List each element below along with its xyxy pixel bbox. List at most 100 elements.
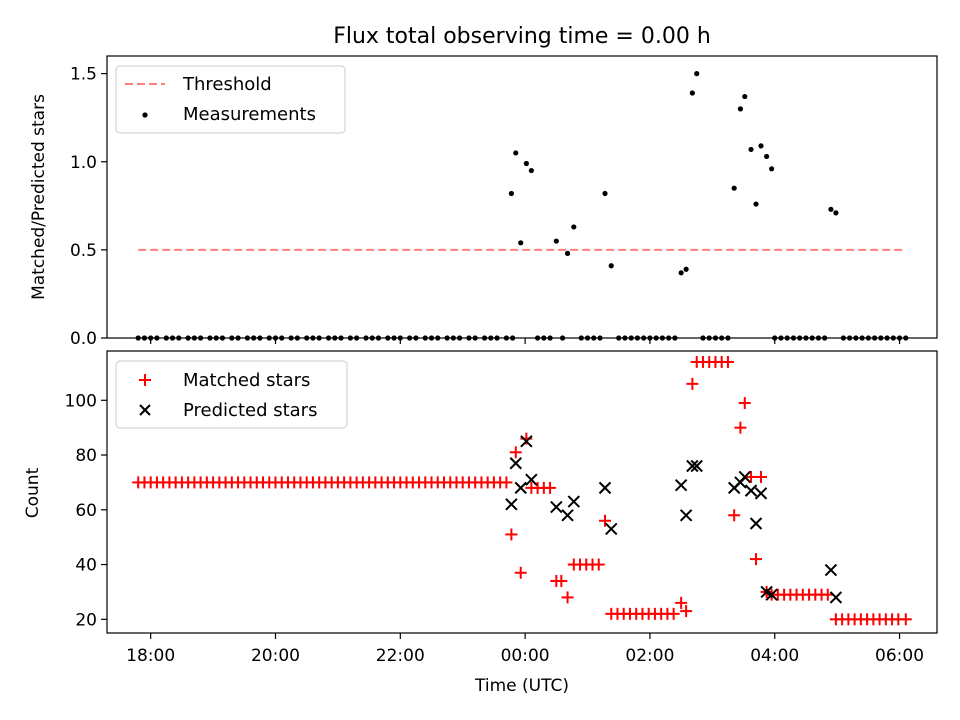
matched-star-point	[500, 476, 513, 489]
legend-measurements-label: Measurements	[183, 104, 316, 125]
measurement-point	[731, 185, 737, 191]
measurement-point	[602, 190, 608, 197]
bottom-marks	[132, 355, 912, 626]
top-y-axis-title: Matched/Predicted stars	[29, 94, 49, 300]
measurement-point	[689, 90, 695, 96]
x-tick-label: 02:00	[625, 646, 674, 666]
bottom-y-tick-label: 20	[75, 610, 97, 630]
bottom-y-tick-label: 40	[75, 556, 97, 576]
predicted-star-point	[509, 457, 522, 470]
predicted-star-point	[550, 500, 563, 514]
measurement-point	[518, 240, 524, 246]
matched-star-point	[899, 613, 912, 626]
measurement-point	[608, 263, 614, 269]
matched-star-point	[592, 558, 605, 571]
top-y-tick-label: 0.0	[70, 329, 97, 349]
measurement-point	[833, 210, 839, 216]
legend-matched-label: Matched stars	[183, 370, 310, 391]
predicted-star-point	[605, 522, 618, 536]
measurement-point	[528, 167, 534, 174]
matched-star-point	[514, 566, 527, 579]
matched-star-point	[561, 591, 574, 604]
predicted-star-point	[690, 459, 703, 473]
measurement-point	[678, 270, 684, 276]
measurement-point	[737, 106, 744, 112]
top-legend-frame	[115, 65, 346, 134]
legend-threshold-label: Threshold	[182, 74, 272, 95]
x-tick-label: 04:00	[750, 646, 799, 666]
bottom-y-ticks: 20 40 60 80 100	[65, 391, 107, 630]
measurement-point	[758, 143, 764, 149]
top-legend: Threshold Measurements	[115, 65, 346, 134]
measurement-point	[564, 250, 571, 256]
top-x-ticks	[150, 338, 901, 344]
predicted-star-point	[598, 481, 612, 495]
bottom-y-tick-label: 100	[65, 391, 97, 411]
measurement-point	[769, 166, 775, 172]
matched-star-point	[599, 514, 611, 527]
matched-star-point	[721, 355, 734, 368]
matched-star-point	[755, 470, 768, 483]
measurement-point	[683, 266, 689, 272]
predicted-star-point	[765, 588, 778, 601]
matched-star-point	[667, 607, 680, 620]
x-tick-label: 00:00	[501, 646, 550, 666]
x-axis-title: Time (UTC)	[474, 676, 569, 696]
predicted-star-point	[561, 509, 574, 522]
top-panel: 0.0 0.5 1.0 1.5 Matched/Predicted stars Thr…	[29, 55, 938, 349]
bottom-x-ticks: 18:00 20:00 22:00 00:00 02:00 04:00 06:00	[126, 633, 924, 666]
legend-predicted-label: Predicted stars	[183, 400, 317, 421]
predicted-star-point	[749, 517, 763, 530]
predicted-star-point	[824, 563, 838, 577]
matched-star-point	[680, 605, 693, 618]
measurement-point	[828, 206, 834, 212]
top-axes-frame	[106, 55, 938, 339]
measurement-point	[753, 201, 759, 207]
predicted-star-point	[505, 498, 518, 511]
measurement-point	[694, 71, 700, 77]
x-tick-label: 06:00	[875, 646, 924, 666]
predicted-star-point	[686, 459, 699, 473]
measurement-point	[742, 93, 748, 100]
top-y-tick-label: 1.5	[70, 65, 97, 85]
legend-predicted-swatch	[139, 404, 151, 416]
x-tick-label: 20:00	[251, 646, 300, 666]
top-y-tick-label: 1.0	[70, 153, 97, 173]
matched-star-point	[728, 509, 741, 522]
top-y-tick-label: 0.5	[70, 241, 97, 261]
top-y-ticks: 0.0 0.5 1.0 1.5	[70, 65, 107, 349]
predicted-star-point	[754, 487, 768, 500]
matched-star-point	[505, 528, 518, 541]
predicted-star-point	[674, 478, 688, 492]
predicted-star-point	[744, 484, 758, 497]
predicted-star-point	[567, 495, 581, 508]
predicted-star-point	[679, 509, 693, 522]
measurement-point	[764, 153, 770, 160]
matched-star-point	[734, 421, 747, 434]
bottom-y-axis-title: Count	[23, 467, 43, 518]
bottom-y-tick-label: 80	[75, 446, 97, 466]
bottom-legend-frame	[115, 360, 348, 429]
measurement-point	[523, 160, 529, 167]
matched-star-point	[675, 596, 688, 609]
matched-star-point	[555, 574, 568, 587]
predicted-star-point	[525, 473, 538, 486]
predicted-star-point	[514, 481, 527, 495]
top-marks	[135, 71, 909, 341]
matched-star-point	[738, 397, 751, 410]
legend-measurements-swatch	[142, 112, 148, 118]
bottom-panel: 20 40 60 80 100 18:00 20:00 22:00 00:00 02:00 04:…	[23, 350, 938, 696]
bottom-y-tick-label: 60	[75, 501, 97, 521]
matched-star-point	[686, 377, 699, 390]
bottom-axes-frame	[106, 350, 938, 634]
measurement-point	[508, 190, 514, 197]
measurement-point	[748, 146, 754, 153]
matched-star-point	[544, 481, 557, 494]
predicted-star-point	[520, 435, 533, 448]
measurement-point	[513, 150, 519, 156]
predicted-star-point	[829, 591, 843, 604]
chart-title: Flux total observing time = 0.00 h	[333, 24, 711, 49]
bottom-legend: Matched stars Predicted stars	[115, 360, 348, 429]
